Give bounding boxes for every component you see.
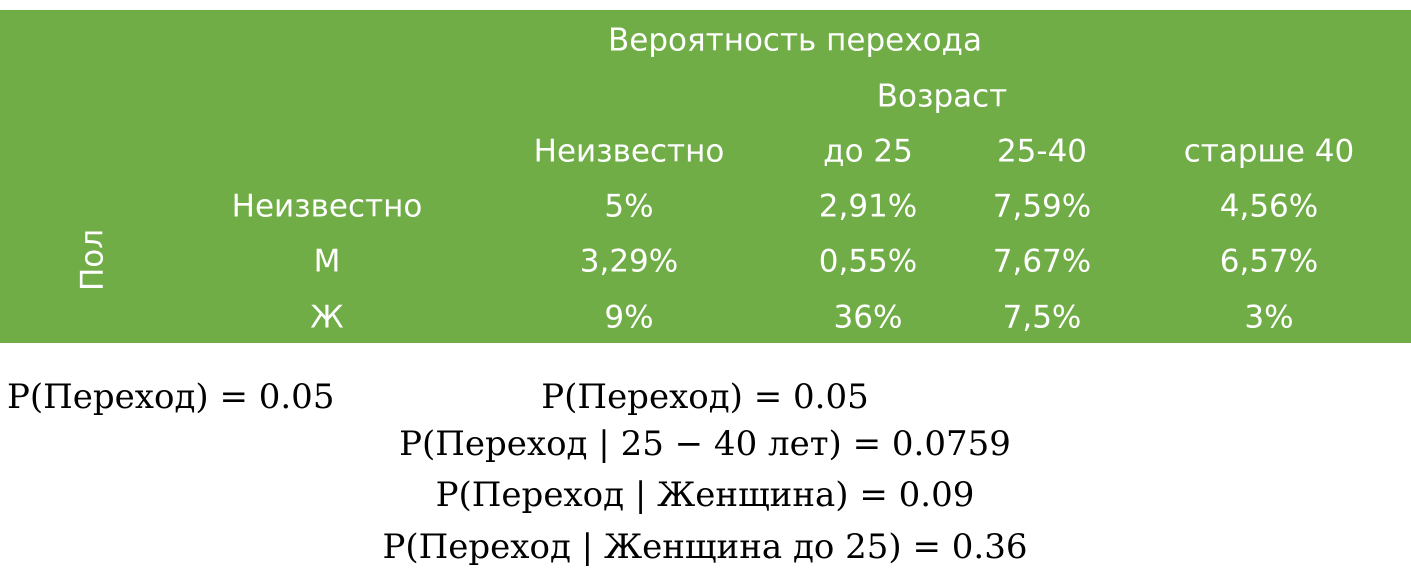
- table-cell: 9%: [604, 299, 654, 336]
- row-label-male: М: [313, 243, 341, 280]
- table-cell: 7,5%: [1002, 299, 1082, 336]
- formula-center-2: P(Переход | 25 − 40 лет) = 0.0759: [399, 424, 1011, 464]
- table-cell: 4,56%: [1219, 188, 1319, 225]
- column-header-unknown: Неизвестно: [533, 133, 725, 170]
- column-header-25-40: 25-40: [996, 133, 1088, 170]
- table-title: Вероятность перехода: [608, 22, 982, 59]
- table-cell: 3,29%: [579, 243, 679, 280]
- table-cell: 5%: [604, 188, 654, 225]
- table-cell: 7,59%: [992, 188, 1092, 225]
- column-header-over-40: старше 40: [1183, 133, 1355, 170]
- table-cell: 0,55%: [818, 243, 918, 280]
- table-cell: 6,57%: [1219, 243, 1319, 280]
- row-label-female: Ж: [310, 299, 344, 336]
- row-label-unknown: Неизвестно: [231, 188, 423, 225]
- column-header-under-25: до 25: [823, 133, 913, 170]
- formula-center-3: P(Переход | Женщина) = 0.09: [435, 475, 975, 515]
- table-cell: 7,67%: [992, 243, 1092, 280]
- formula-left: P(Переход) = 0.05: [7, 377, 335, 417]
- gender-axis-label: Пол: [74, 228, 111, 292]
- table-cell: 3%: [1244, 299, 1294, 336]
- table-cell: 2,91%: [818, 188, 918, 225]
- table-cell: 36%: [833, 299, 903, 336]
- age-group-header: Возраст: [876, 78, 1008, 115]
- probability-table: Вероятность перехода Возраст Неизвестно …: [0, 10, 1411, 343]
- formula-center-1: P(Переход) = 0.05: [541, 377, 869, 417]
- formula-center-4: P(Переход | Женщина до 25) = 0.36: [382, 527, 1028, 567]
